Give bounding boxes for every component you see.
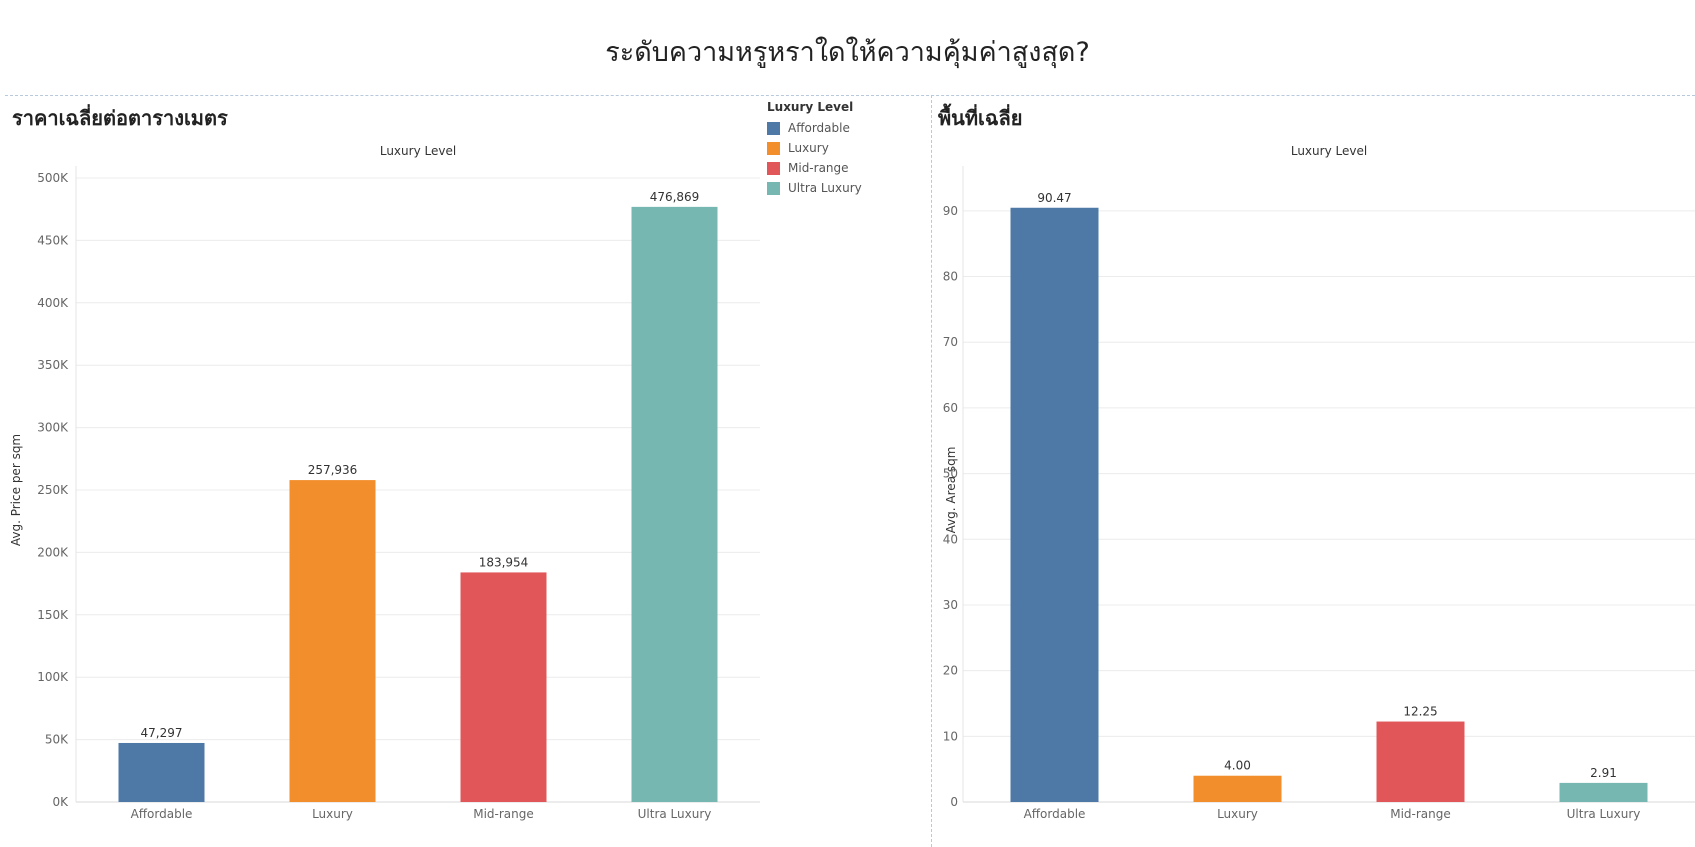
price-y-tick-label: 400K: [37, 296, 69, 310]
area-y-tick-label: 0: [950, 795, 958, 809]
price-y-tick-label: 300K: [37, 421, 69, 435]
price-bar-ultra-luxury: [631, 206, 718, 802]
price-bar-luxury: [289, 480, 376, 802]
area-y-tick-label: 70: [943, 335, 958, 349]
price-y-tick-label: 100K: [37, 670, 69, 684]
area-y-tick-label: 20: [943, 664, 958, 678]
area-x-tick-label: Luxury: [1217, 807, 1258, 821]
price-data-label: 476,869: [650, 190, 700, 204]
price-y-tick-label: 350K: [37, 358, 69, 372]
area-chart-title: พื้นที่เฉลี่ย: [938, 106, 1023, 130]
price-x-tick-label: Ultra Luxury: [638, 807, 712, 821]
area-bar-affordable: [1010, 207, 1099, 802]
price-y-tick-label: 150K: [37, 608, 69, 622]
price-y-tick-label: 250K: [37, 483, 69, 497]
legend-label: Luxury: [788, 141, 829, 155]
area-data-label: 12.25: [1403, 705, 1437, 719]
legend-label: Affordable: [788, 121, 850, 135]
legend-label: Ultra Luxury: [788, 181, 862, 195]
color-legend: Luxury Level Affordable Luxury Mid-range…: [767, 100, 862, 198]
legend-item-affordable[interactable]: Affordable: [767, 118, 862, 138]
area-x-tick-label: Mid-range: [1390, 807, 1451, 821]
area-y-tick-label: 60: [943, 401, 958, 415]
price-y-tick-label: 0K: [52, 795, 69, 809]
price-x-tick-label: Affordable: [131, 807, 193, 821]
price-chart-title: ราคาเฉลี่ยต่อตารางเมตร: [12, 106, 228, 130]
legend-label: Mid-range: [788, 161, 849, 175]
area-y-tick-label: 10: [943, 729, 958, 743]
area-bar-ultra-luxury: [1559, 782, 1648, 802]
legend-item-luxury[interactable]: Luxury: [767, 138, 862, 158]
area-y-tick-label: 30: [943, 598, 958, 612]
area-data-label: 4.00: [1224, 759, 1251, 773]
legend-swatch-luxury: [767, 141, 780, 155]
price-bar-mid-range: [460, 572, 547, 802]
area-y-tick-label: 50: [943, 467, 958, 481]
area-data-label: 90.47: [1037, 191, 1071, 205]
legend-swatch-affordable: [767, 121, 780, 135]
area-data-label: 2.91: [1590, 766, 1617, 780]
legend-swatch-ultra-luxury: [767, 181, 780, 195]
price-data-label: 183,954: [479, 555, 529, 569]
area-x-tick-label: Ultra Luxury: [1567, 807, 1641, 821]
horizontal-divider: [5, 95, 1695, 96]
legend-swatch-mid-range: [767, 161, 780, 175]
price-y-axis-label: Avg. Price per sqm: [9, 434, 23, 546]
area-y-tick-label: 80: [943, 270, 958, 284]
dashboard-title: ระดับความหรูหราใดให้ความคุ้มค่าสูงสุด?: [605, 37, 1090, 68]
legend-item-mid-range[interactable]: Mid-range: [767, 158, 862, 178]
price-y-tick-label: 50K: [45, 733, 69, 747]
area-x-tick-label: Affordable: [1024, 807, 1086, 821]
price-x-tick-label: Mid-range: [473, 807, 534, 821]
area-bar-luxury: [1193, 775, 1282, 802]
area-bar-mid-range: [1376, 721, 1465, 802]
price-bar-affordable: [118, 742, 205, 802]
price-column-header: Luxury Level: [380, 144, 456, 158]
area-y-axis-label: Avg. Area sqm: [944, 447, 958, 534]
area-y-tick-label: 40: [943, 532, 958, 546]
price-data-label: 47,297: [141, 726, 183, 740]
area-y-tick-label: 90: [943, 204, 958, 218]
area-column-header: Luxury Level: [1291, 144, 1367, 158]
legend-title: Luxury Level: [767, 100, 854, 114]
price-x-tick-label: Luxury: [312, 807, 353, 821]
price-y-tick-label: 450K: [37, 233, 69, 247]
price-y-tick-label: 200K: [37, 545, 69, 559]
price-data-label: 257,936: [308, 463, 358, 477]
legend-item-ultra-luxury[interactable]: Ultra Luxury: [767, 178, 862, 198]
price-y-tick-label: 500K: [37, 171, 69, 185]
vertical-divider: [931, 95, 932, 847]
